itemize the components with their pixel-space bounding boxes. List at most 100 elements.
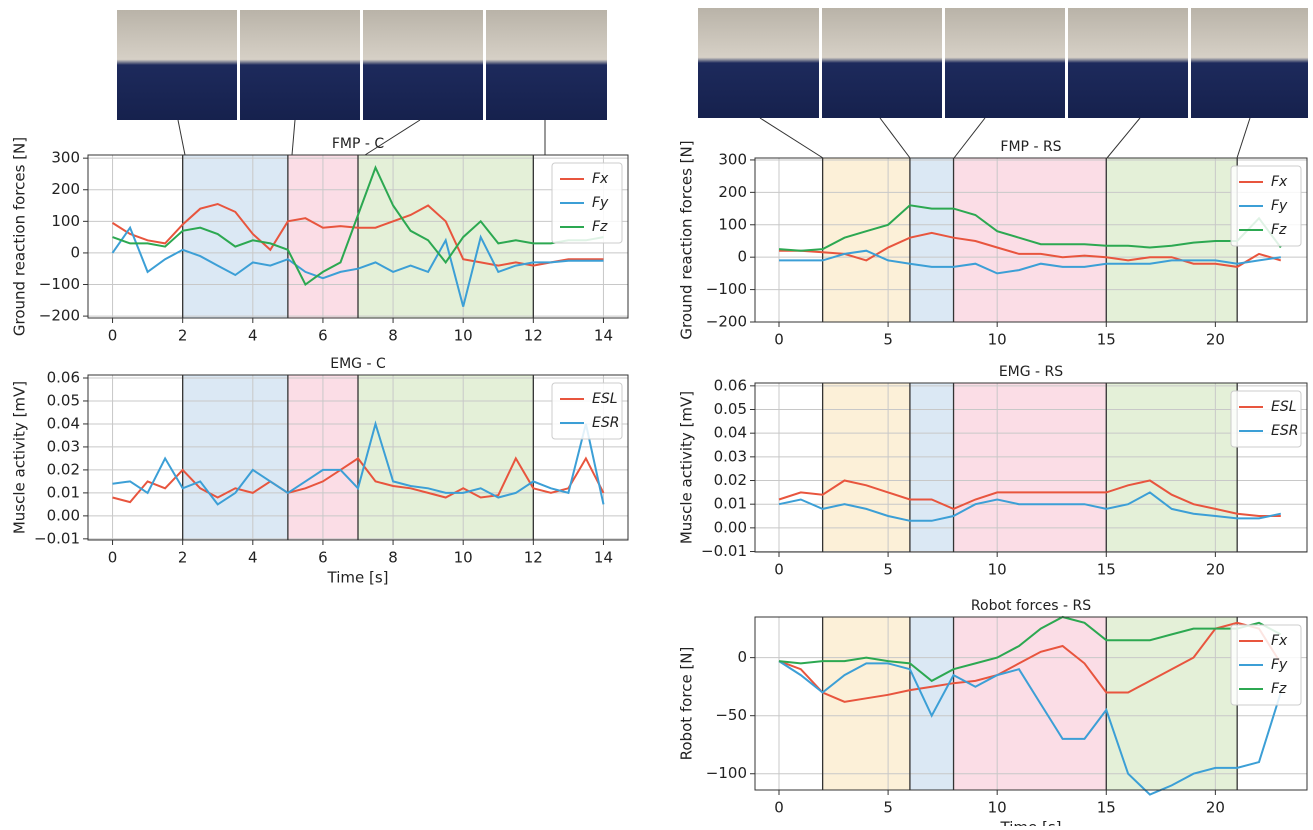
phase-band [183, 375, 288, 540]
x-tick-label: 15 [1097, 331, 1116, 349]
x-tick-label: 14 [594, 549, 613, 567]
y-tick-label: 0 [737, 248, 747, 266]
y-tick-label: 0.01 [714, 495, 747, 513]
y-tick-label: 0.03 [47, 437, 80, 455]
photo-strip-rs [698, 8, 1308, 158]
y-tick-label: 200 [718, 183, 747, 201]
y-tick-label: −0.01 [701, 542, 747, 560]
y-tick-label: −200 [39, 307, 80, 325]
y-tick-label: 0 [70, 243, 80, 261]
x-axis-label: Time [s] [327, 569, 389, 587]
connector [178, 120, 185, 155]
x-tick-label: 12 [524, 327, 543, 345]
chart: 0 2 4 6 8 10 12 14 −0.01 0.00 0.01 0.02 0.03 0.04 0.05… [11, 356, 629, 587]
x-tick-label: 0 [774, 331, 784, 349]
connector [880, 118, 910, 158]
phase-band [910, 383, 954, 552]
connector [760, 118, 823, 158]
phase-band [823, 158, 910, 322]
y-tick-label: 0.02 [714, 471, 747, 489]
x-axis-label: Time [s] [1000, 819, 1062, 827]
y-tick-label: 0.01 [47, 483, 80, 501]
y-axis-label: Muscle activity [mV] [11, 381, 29, 534]
phase-band [823, 617, 910, 790]
chart-title: FMP - RS [1000, 139, 1061, 155]
x-tick-label: 2 [178, 549, 188, 567]
x-tick-label: 10 [988, 799, 1007, 817]
x-tick-label: 5 [883, 331, 893, 349]
chart: 02468101214−200−1000100200300FMP - CGrou… [11, 136, 629, 345]
y-tick-label: 100 [718, 215, 747, 233]
legend-label: Fz [1271, 222, 1287, 238]
y-tick-label: −100 [706, 280, 747, 298]
x-tick-label: 4 [248, 549, 258, 567]
phase-band [954, 383, 1107, 552]
connector [292, 120, 295, 155]
x-tick-label: 2 [178, 327, 188, 345]
x-tick-label: 15 [1097, 799, 1116, 817]
x-tick-label: 20 [1206, 331, 1225, 349]
legend-label: Fx [1271, 174, 1288, 190]
x-tick-label: 15 [1097, 561, 1116, 579]
connector [954, 118, 985, 158]
y-tick-label: −0.01 [34, 529, 80, 547]
x-tick-label: 12 [524, 549, 543, 567]
legend-label: Fx [1271, 633, 1288, 649]
y-tick-label: 0.04 [714, 424, 747, 442]
photo [698, 8, 819, 118]
legend-label: ESL [592, 391, 618, 407]
figure: 02468101214−200−1000100200300FMP - CGrou… [0, 0, 1313, 826]
x-tick-label: 6 [318, 549, 328, 567]
photo [822, 8, 942, 118]
x-tick-label: 10 [988, 331, 1007, 349]
photo [1191, 8, 1308, 118]
connector [1107, 118, 1140, 158]
y-tick-label: −100 [706, 764, 747, 782]
x-tick-label: 10 [454, 549, 473, 567]
phase-band [358, 375, 533, 540]
legend-label: ESR [592, 415, 619, 431]
legend-label: Fz [1271, 681, 1287, 697]
x-tick-label: 0 [108, 327, 118, 345]
y-axis-label: Robot force [N] [678, 647, 696, 761]
legend-label: ESL [1271, 399, 1297, 415]
phase-band [910, 158, 954, 322]
phase-band [823, 383, 910, 552]
y-tick-label: 0.00 [47, 506, 80, 524]
x-tick-label: 5 [883, 799, 893, 817]
legend-label: ESR [1271, 423, 1298, 439]
x-tick-label: 5 [883, 561, 893, 579]
photo [945, 8, 1065, 118]
photo-strip-c [117, 10, 607, 155]
x-tick-label: 10 [454, 327, 473, 345]
y-axis-label: Muscle activity [mV] [678, 391, 696, 544]
x-tick-label: 20 [1206, 561, 1225, 579]
y-tick-label: 300 [51, 149, 80, 167]
y-tick-label: 0.02 [47, 460, 80, 478]
x-tick-label: 0 [108, 549, 118, 567]
legend-label: Fx [592, 171, 609, 187]
y-tick-label: −200 [706, 313, 747, 331]
y-tick-label: −50 [715, 706, 747, 724]
photo [363, 10, 483, 120]
legend-label: Fy [592, 195, 609, 211]
y-tick-label: 0.05 [47, 391, 80, 409]
photo [240, 10, 360, 120]
x-tick-label: 14 [594, 327, 613, 345]
connector [1237, 118, 1250, 158]
phase-band [358, 155, 533, 318]
legend-label: Fy [1271, 657, 1288, 673]
phase-band [183, 155, 288, 318]
y-tick-label: 0.04 [47, 414, 80, 432]
y-axis-label: Ground reaction forces [N] [11, 137, 29, 336]
x-tick-label: 0 [774, 799, 784, 817]
y-tick-label: 200 [51, 180, 80, 198]
x-tick-label: 10 [988, 561, 1007, 579]
x-tick-label: 20 [1206, 799, 1225, 817]
x-tick-label: 0 [774, 561, 784, 579]
x-tick-label: 8 [388, 549, 398, 567]
y-tick-label: 0.06 [47, 368, 80, 386]
chart-title: Robot forces - RS [971, 598, 1091, 614]
